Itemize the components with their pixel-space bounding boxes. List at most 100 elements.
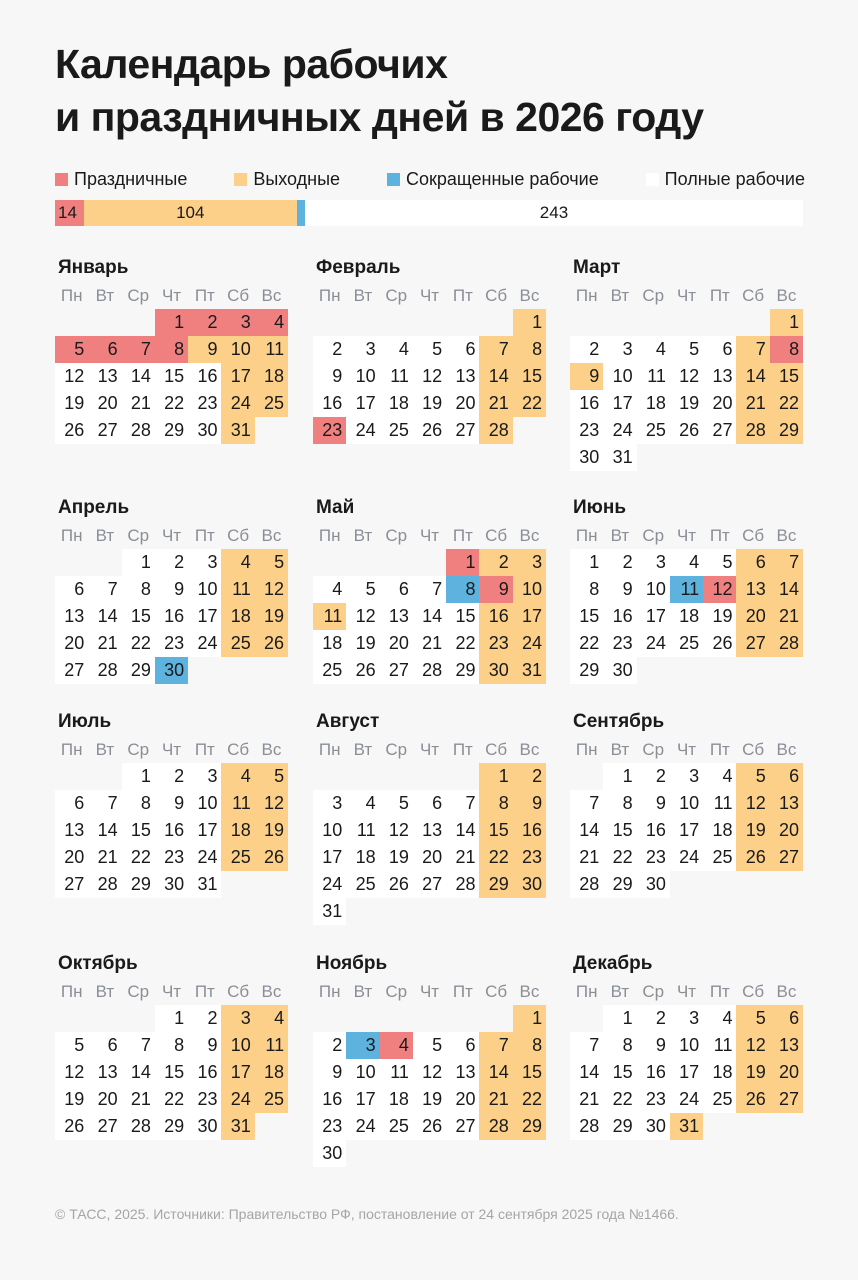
day-cell-workday: 8	[121, 576, 155, 603]
empty-cell	[313, 549, 346, 576]
day-cell-workday: 29	[121, 657, 155, 684]
day-cell-workday: 12	[346, 603, 380, 630]
weekday-label: Вс	[776, 982, 797, 1001]
day-cell-short-day: 30	[154, 657, 189, 684]
day-cell-weekend: 4	[221, 549, 255, 576]
day-cell-weekend: 15	[512, 1059, 547, 1086]
weekday-label: Чт	[419, 286, 440, 305]
weekday-label: Пт	[709, 286, 730, 305]
day-cell-workday: 2	[603, 549, 637, 576]
day-cell-workday: 29	[446, 657, 480, 684]
bar-value-holiday: 14	[58, 203, 77, 222]
weekday-label: Ср	[385, 740, 408, 759]
day-cell-weekend: 19	[254, 603, 289, 630]
day-cell-workday: 1	[603, 763, 637, 790]
day-cell-workday: 18	[379, 1086, 413, 1113]
month-name: Январь	[58, 257, 129, 278]
day-cell-weekend: 28	[479, 417, 513, 444]
empty-cell	[346, 309, 379, 336]
day-cell-weekend: 18	[254, 363, 289, 390]
day-cell-workday: 2	[636, 1005, 670, 1032]
month-days-grid: Пн Вт Ср Чт Пт Сб Вс 1 2 3 4 5 6 7 8 9 10 11 12 13 14 15 16 17 1…	[570, 978, 804, 1140]
day-cell-workday: 18	[346, 844, 380, 871]
day-cell-workday: 16	[313, 390, 347, 417]
day-cell-holiday: 1	[154, 309, 189, 336]
day-cell-workday: 27	[412, 871, 447, 898]
day-cell-weekend: 16	[512, 817, 547, 844]
day-cell-workday: 2	[313, 336, 347, 363]
day-cell-workday: 23	[636, 1086, 670, 1113]
weekday-label: Пн	[575, 982, 598, 1001]
day-cell-workday: 3	[188, 549, 222, 576]
day-cell-workday: 2	[313, 1032, 347, 1059]
day-cell-weekend: 24	[221, 1086, 255, 1113]
weekday-label: Пт	[194, 286, 215, 305]
empty-cell	[346, 763, 379, 790]
weekday-label: Сб	[227, 286, 250, 305]
day-cell-weekend: 23	[512, 844, 547, 871]
day-cell-workday: 14	[446, 817, 480, 844]
day-cell-workday: 9	[154, 790, 189, 817]
month-days-grid: Пн Вт Ср Чт Пт Сб Вс 1 2 3 4 5 6 7 8 9 10 11 12 13 14 15 16 17 1…	[313, 978, 547, 1167]
day-cell-workday: 11	[703, 1032, 737, 1059]
day-cell-weekend: 7	[736, 336, 770, 363]
empty-cell	[670, 309, 703, 336]
day-cell-holiday: 9	[479, 576, 513, 603]
day-cell-weekend: 14	[769, 576, 804, 603]
day-cell-workday: 6	[412, 790, 447, 817]
day-cell-weekend: 3	[221, 1005, 255, 1032]
day-cell-short-day: 3	[346, 1032, 380, 1059]
day-cell-weekend: 2	[512, 763, 547, 790]
weekday-label: Ср	[385, 526, 408, 545]
day-cell-workday: 3	[313, 790, 347, 817]
day-cell-weekend: 23	[479, 630, 513, 657]
bar-value-weekend: 104	[176, 203, 205, 222]
day-cell-weekend: 17	[512, 603, 547, 630]
day-cell-workday: 25	[379, 1113, 413, 1140]
day-cell-workday: 15	[603, 1059, 637, 1086]
day-cell-workday: 5	[669, 336, 704, 363]
day-cell-workday: 26	[703, 630, 737, 657]
day-cell-workday: 7	[88, 790, 122, 817]
day-cell-weekend: 7	[769, 549, 804, 576]
weekday-label: Вс	[519, 286, 540, 305]
day-cell-weekend: 19	[736, 817, 770, 844]
day-cell-workday: 5	[379, 790, 413, 817]
day-cell-workday: 7	[570, 790, 604, 817]
day-cell-workday: 3	[669, 1005, 704, 1032]
day-cell-workday: 16	[154, 603, 189, 630]
month-name: Апрель	[58, 497, 130, 518]
day-cell-workday: 15	[154, 1059, 189, 1086]
day-cell-weekend: 31	[512, 657, 547, 684]
day-cell-weekend: 10	[221, 1032, 255, 1059]
bar-segment-weekend: 104	[83, 200, 297, 226]
day-cell-workday: 4	[703, 763, 737, 790]
month-name: Май	[316, 497, 355, 518]
day-cell-workday: 19	[669, 390, 704, 417]
day-cell-workday: 4	[346, 790, 380, 817]
empty-cell	[637, 309, 670, 336]
day-cell-weekend: 25	[254, 1086, 289, 1113]
weekday-label: Чт	[676, 982, 697, 1001]
day-cell-weekend: 28	[736, 417, 770, 444]
day-cell-workday: 10	[188, 576, 222, 603]
day-cell-weekend: 9	[570, 363, 604, 390]
day-cell-weekend: 30	[512, 871, 547, 898]
day-cell-weekend: 14	[479, 363, 513, 390]
day-cell-workday: 7	[446, 790, 480, 817]
empty-cell	[413, 549, 446, 576]
weekday-label: Сб	[485, 286, 508, 305]
day-cell-weekend: 27	[736, 630, 770, 657]
empty-cell	[570, 309, 603, 336]
day-cell-workday: 10	[313, 817, 347, 844]
weekday-label: Вт	[610, 526, 630, 545]
month-name: Июль	[58, 711, 112, 732]
weekday-label: Вт	[353, 982, 373, 1001]
day-cell-weekend: 21	[769, 603, 804, 630]
day-cell-workday: 21	[121, 390, 155, 417]
day-cell-workday: 21	[121, 1086, 155, 1113]
day-cell-weekend: 8	[512, 336, 547, 363]
day-cell-weekend: 29	[769, 417, 804, 444]
weekday-label: Ср	[642, 740, 665, 759]
day-cell-workday: 22	[446, 630, 480, 657]
